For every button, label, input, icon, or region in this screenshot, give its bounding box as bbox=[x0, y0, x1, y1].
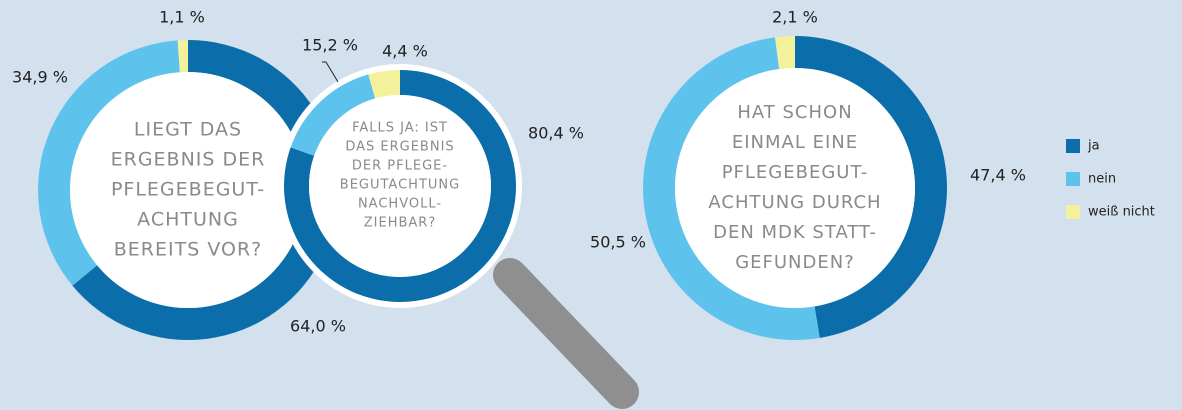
legend-label: nein bbox=[1088, 172, 1116, 187]
center-title-line: LIEGT DAS bbox=[134, 119, 242, 141]
center-title-line: DEN MDK STATT- bbox=[713, 222, 877, 243]
legend-label: ja bbox=[1087, 139, 1100, 154]
donut-segment bbox=[37, 40, 180, 286]
value-label: 64,0 % bbox=[290, 317, 346, 336]
value-label: 50,5 % bbox=[590, 233, 646, 252]
legend-swatch bbox=[1066, 172, 1080, 186]
center-title-line: ACHTUNG bbox=[137, 209, 239, 231]
donut-segment bbox=[290, 74, 376, 156]
donut-center bbox=[70, 72, 306, 308]
leader-line bbox=[322, 61, 339, 83]
center-title-line: ZIEHBAR? bbox=[364, 216, 436, 231]
center-title-line: NACHVOLL- bbox=[358, 197, 442, 212]
donut-1: 64,0 % 34,9 % 1,1 % LIEGT DAS ERGEBNIS DER PF… bbox=[12, 8, 346, 341]
center-title-line: ACHTUNG DURCH bbox=[708, 192, 881, 213]
donut-segment bbox=[795, 36, 947, 338]
legend: ja nein weiß nicht bbox=[1066, 139, 1155, 220]
donut-segment bbox=[368, 70, 400, 99]
legend-swatch bbox=[1066, 205, 1080, 219]
donut-center bbox=[309, 95, 491, 277]
value-label: 47,4 % bbox=[970, 166, 1026, 185]
center-title-line: HAT SCHON bbox=[737, 102, 852, 123]
donut-3: 47,4 % 50,5 % 2,1 % HAT SCHON EINMAL EINE PFL… bbox=[590, 8, 1026, 341]
value-label: 15,2 % bbox=[302, 36, 358, 55]
center-title-line: PFLEGEBEGUT- bbox=[111, 179, 265, 201]
legend-label: weiß nicht bbox=[1088, 205, 1155, 220]
legend-swatch bbox=[1066, 139, 1080, 153]
center-title-line: FALLS JA: IST bbox=[352, 121, 448, 136]
center-title-line: GEFUNDEN? bbox=[735, 252, 855, 273]
magnifier-neck bbox=[497, 261, 548, 312]
donut-segment bbox=[642, 37, 820, 341]
center-title-line: EINMAL EINE bbox=[732, 132, 858, 153]
center-title-line: BEREITS VOR? bbox=[114, 239, 262, 261]
center-title-line: PFLEGEBEGUT- bbox=[722, 162, 869, 183]
donut-segment bbox=[72, 40, 339, 341]
donut-segment bbox=[177, 40, 188, 73]
center-title-line: DER PFLEGE- bbox=[352, 159, 448, 174]
center-title-line: DAS ERGEBNIS bbox=[345, 140, 454, 155]
center-title-line: ERGEBNIS DER bbox=[111, 149, 266, 171]
value-label: 2,1 % bbox=[772, 8, 818, 27]
value-label: 80,4 % bbox=[528, 124, 584, 143]
donut-segment bbox=[775, 36, 795, 70]
donut-2: 80,4 % 15,2 % 4,4 % FALLS JA: IST DAS ERGEBN… bbox=[278, 36, 584, 308]
value-label: 4,4 % bbox=[382, 42, 428, 61]
donut-center bbox=[675, 68, 915, 308]
value-label: 1,1 % bbox=[159, 8, 205, 27]
value-label: 34,9 % bbox=[12, 68, 68, 87]
center-title-line: BEGUTACHTUNG bbox=[340, 178, 460, 193]
